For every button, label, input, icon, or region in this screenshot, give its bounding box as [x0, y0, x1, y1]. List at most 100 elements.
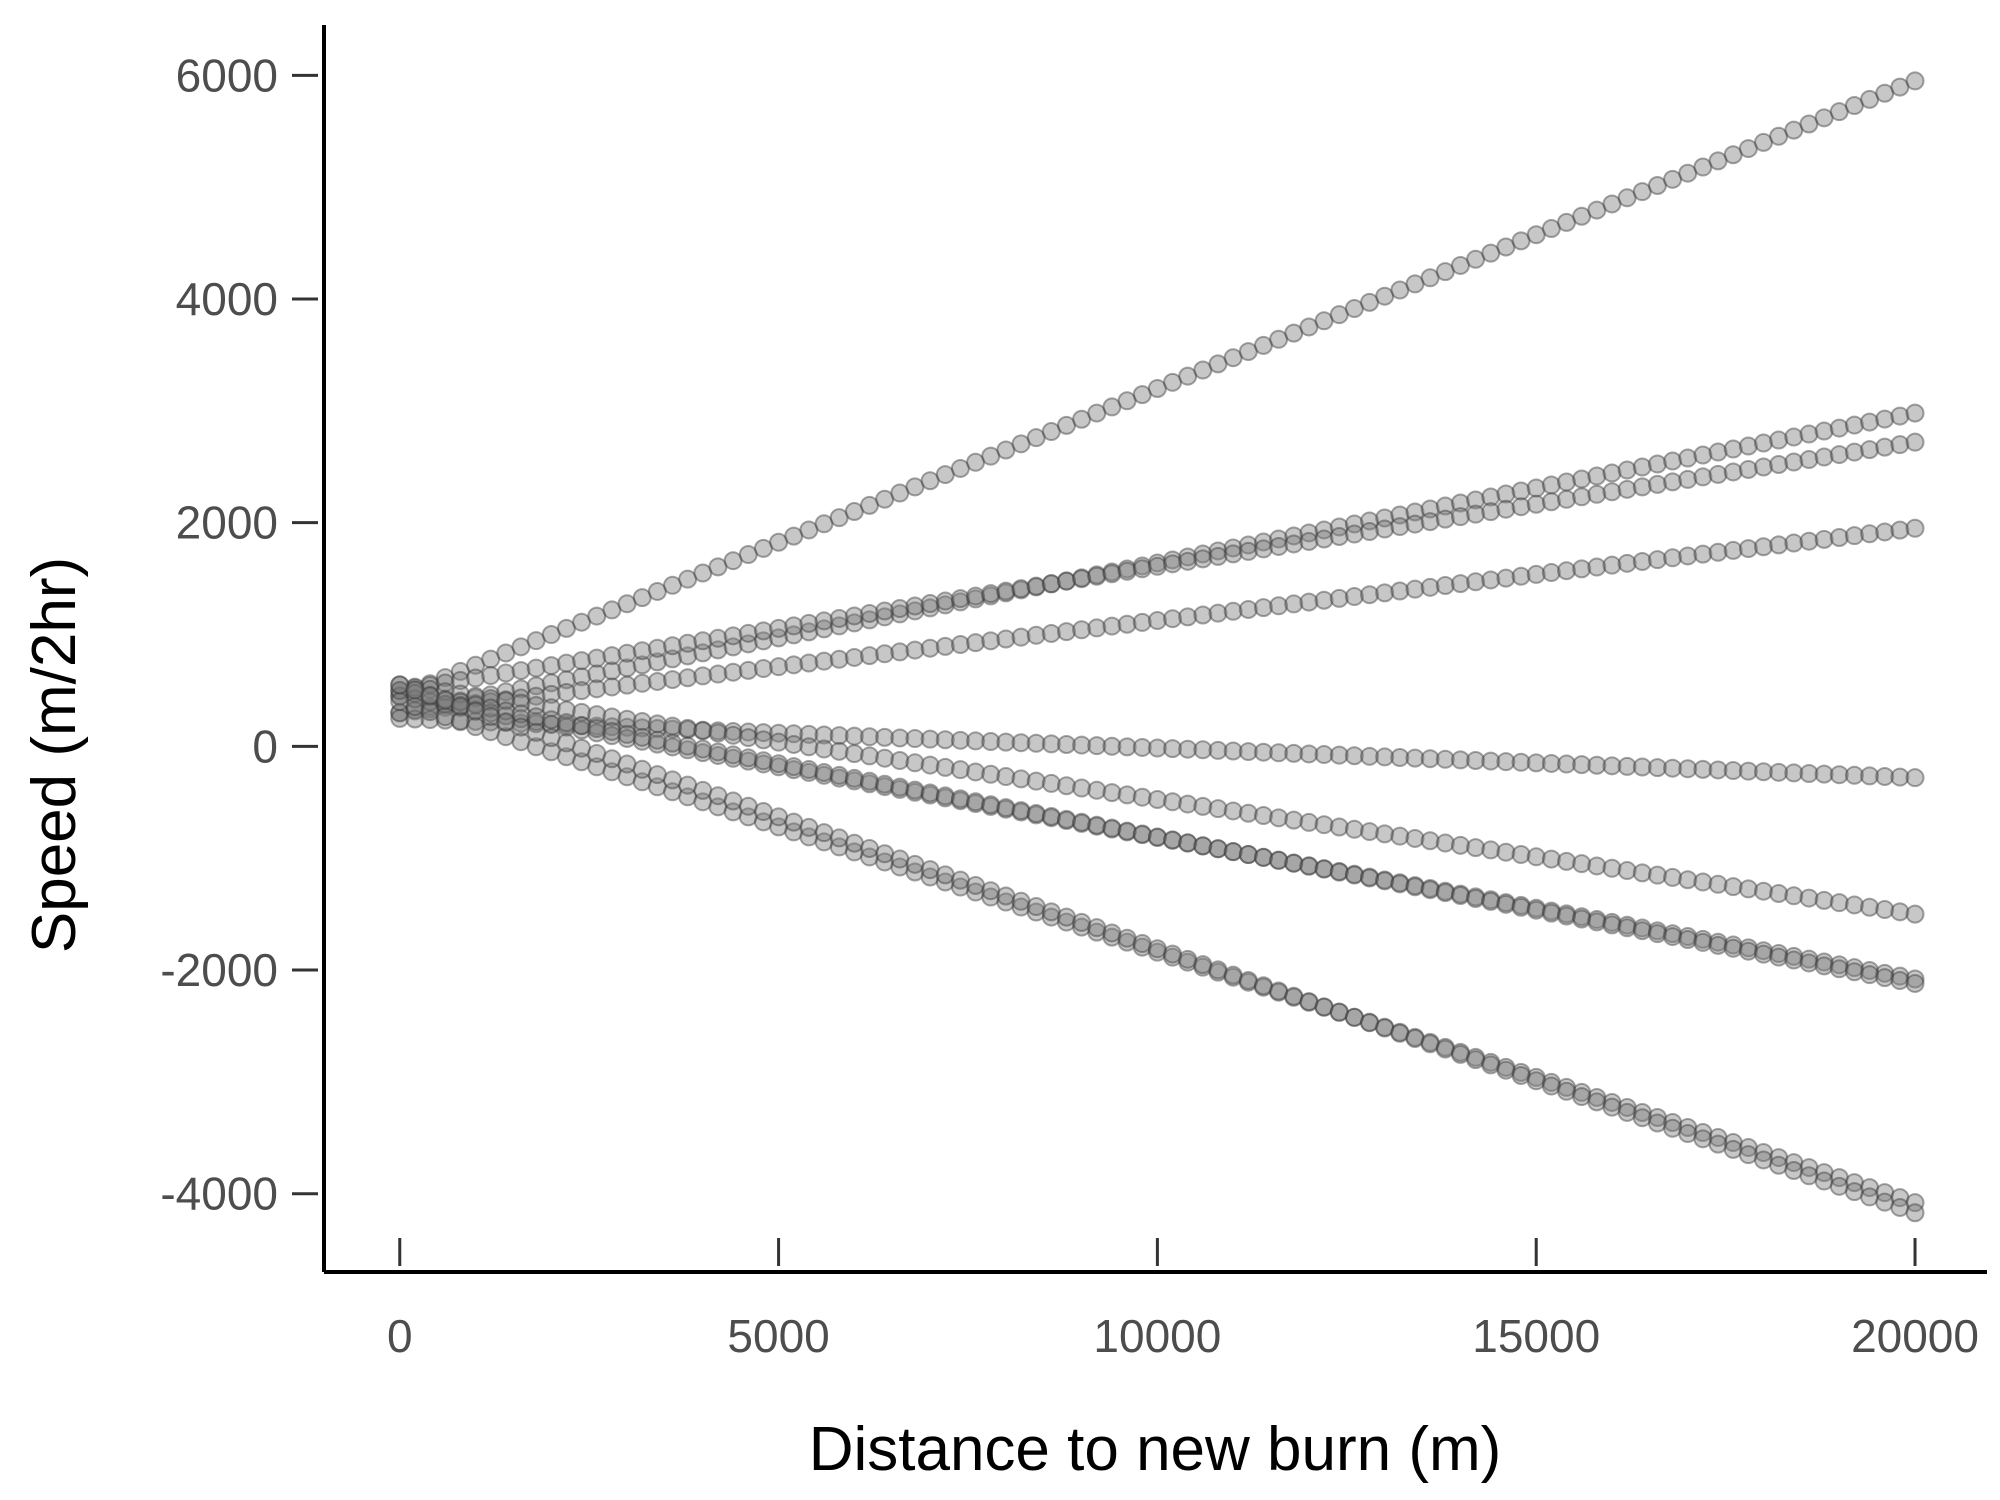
- data-point: [814, 739, 834, 759]
- data-point: [1769, 455, 1789, 474]
- data-point: [1784, 427, 1804, 447]
- data-point: [647, 714, 667, 734]
- data-point: [769, 757, 789, 777]
- data-point: [1572, 854, 1592, 874]
- data-point: [1738, 938, 1758, 958]
- data-point: [890, 483, 910, 503]
- data-point: [1693, 544, 1713, 564]
- data-point: [1678, 546, 1698, 566]
- data-point: [526, 714, 546, 734]
- data-point: [1496, 842, 1516, 862]
- data-point: [572, 716, 592, 736]
- data-point: [799, 762, 819, 782]
- data-point: [859, 610, 879, 630]
- data-point: [1617, 1102, 1637, 1122]
- data-point: [1890, 406, 1910, 426]
- data-point: [1647, 924, 1667, 944]
- data-point: [1147, 378, 1167, 398]
- data-point: [1496, 237, 1516, 257]
- data-point: [1647, 454, 1667, 474]
- data-point: [1860, 89, 1880, 109]
- data-point: [1632, 1102, 1652, 1122]
- data-point: [784, 734, 804, 754]
- data-point: [1602, 1097, 1622, 1117]
- data-point: [859, 774, 879, 794]
- data-point: [981, 887, 1001, 907]
- data-point: [1329, 1002, 1349, 1022]
- data-point: [1572, 487, 1592, 507]
- data-point: [1117, 822, 1137, 842]
- data-point: [420, 675, 440, 695]
- data-point: [1738, 459, 1758, 479]
- data-point: [1238, 972, 1258, 992]
- data-point: [1253, 742, 1273, 762]
- data-point: [1466, 838, 1486, 858]
- data-point: [496, 691, 516, 711]
- data-point: [435, 695, 455, 715]
- x-tick-label: 15000: [1472, 1310, 1600, 1362]
- data-point: [617, 767, 637, 787]
- y-tick-label: -4000: [160, 1168, 278, 1220]
- data-point: [1572, 909, 1592, 929]
- data-point: [859, 771, 879, 791]
- data-point: [1284, 534, 1304, 554]
- data-point: [844, 744, 864, 764]
- data-point: [1026, 428, 1046, 448]
- data-point: [1481, 890, 1501, 910]
- data-point: [1344, 587, 1364, 607]
- data-point: [890, 777, 910, 797]
- data-point: [920, 471, 940, 491]
- data-point: [1678, 448, 1698, 468]
- data-point: [950, 760, 970, 780]
- data-point: [708, 742, 728, 762]
- data-point: [1117, 932, 1137, 952]
- data-point: [859, 746, 879, 766]
- data-point: [526, 686, 546, 706]
- data-point: [541, 728, 561, 748]
- data-point: [405, 697, 425, 717]
- data-point: [511, 709, 531, 729]
- data-point: [1390, 873, 1410, 893]
- data-point: [784, 822, 804, 842]
- data-point: [1314, 997, 1334, 1017]
- data-point: [1344, 746, 1364, 766]
- data-point: [1663, 1118, 1683, 1138]
- data-point: [572, 702, 592, 722]
- data-point: [1299, 992, 1319, 1012]
- data-point: [1890, 77, 1910, 97]
- data-point: [632, 588, 652, 608]
- x-tick-label: 20000: [1851, 1310, 1979, 1362]
- data-point: [1617, 915, 1637, 935]
- data-point: [905, 601, 925, 621]
- data-point: [1708, 464, 1728, 484]
- data-point: [1784, 950, 1804, 970]
- data-point: [1087, 922, 1107, 942]
- y-tick-label: 0: [252, 720, 278, 772]
- data-point: [1814, 956, 1834, 976]
- data-point: [587, 716, 607, 736]
- data-point: [753, 659, 773, 679]
- data-point: [996, 798, 1016, 818]
- data-point: [1102, 783, 1122, 803]
- data-point: [1026, 733, 1046, 753]
- data-point: [1041, 808, 1061, 828]
- data-point: [1314, 590, 1334, 610]
- data-point: [420, 679, 440, 699]
- data-point: [1405, 748, 1425, 768]
- data-point: [1632, 477, 1652, 497]
- data-point: [708, 664, 728, 684]
- data-point: [1890, 902, 1910, 922]
- data-point: [1466, 750, 1486, 770]
- data-point: [390, 692, 410, 712]
- data-point: [466, 717, 486, 737]
- data-point: [1253, 847, 1273, 867]
- data-point: [738, 748, 758, 768]
- data-point: [935, 595, 955, 615]
- data-point: [905, 753, 925, 773]
- data-point: [1572, 206, 1592, 226]
- data-point: [1238, 970, 1258, 990]
- data-point: [1541, 901, 1561, 921]
- data-point: [829, 508, 849, 528]
- data-point: [663, 719, 683, 739]
